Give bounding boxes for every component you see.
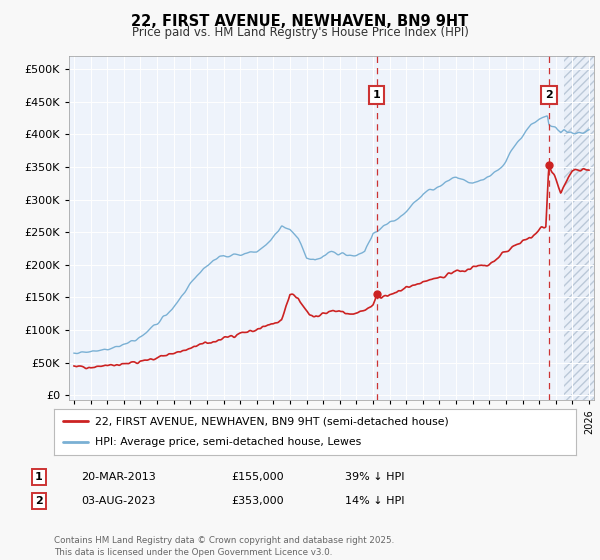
Text: 2: 2: [545, 90, 553, 100]
Text: 2: 2: [35, 496, 43, 506]
Text: £353,000: £353,000: [231, 496, 284, 506]
Text: 20-MAR-2013: 20-MAR-2013: [81, 472, 156, 482]
Text: 22, FIRST AVENUE, NEWHAVEN, BN9 9HT: 22, FIRST AVENUE, NEWHAVEN, BN9 9HT: [131, 14, 469, 29]
Text: 03-AUG-2023: 03-AUG-2023: [81, 496, 155, 506]
Text: Price paid vs. HM Land Registry's House Price Index (HPI): Price paid vs. HM Land Registry's House …: [131, 26, 469, 39]
Bar: [564, 56, 594, 400]
Text: 1: 1: [35, 472, 43, 482]
Text: 39% ↓ HPI: 39% ↓ HPI: [345, 472, 404, 482]
Text: Contains HM Land Registry data © Crown copyright and database right 2025.
This d: Contains HM Land Registry data © Crown c…: [54, 536, 394, 557]
Text: 22, FIRST AVENUE, NEWHAVEN, BN9 9HT (semi-detached house): 22, FIRST AVENUE, NEWHAVEN, BN9 9HT (sem…: [95, 416, 448, 426]
Bar: [564, 56, 594, 400]
Text: HPI: Average price, semi-detached house, Lewes: HPI: Average price, semi-detached house,…: [95, 437, 361, 447]
Text: 14% ↓ HPI: 14% ↓ HPI: [345, 496, 404, 506]
Text: £155,000: £155,000: [231, 472, 284, 482]
Text: 1: 1: [373, 90, 380, 100]
